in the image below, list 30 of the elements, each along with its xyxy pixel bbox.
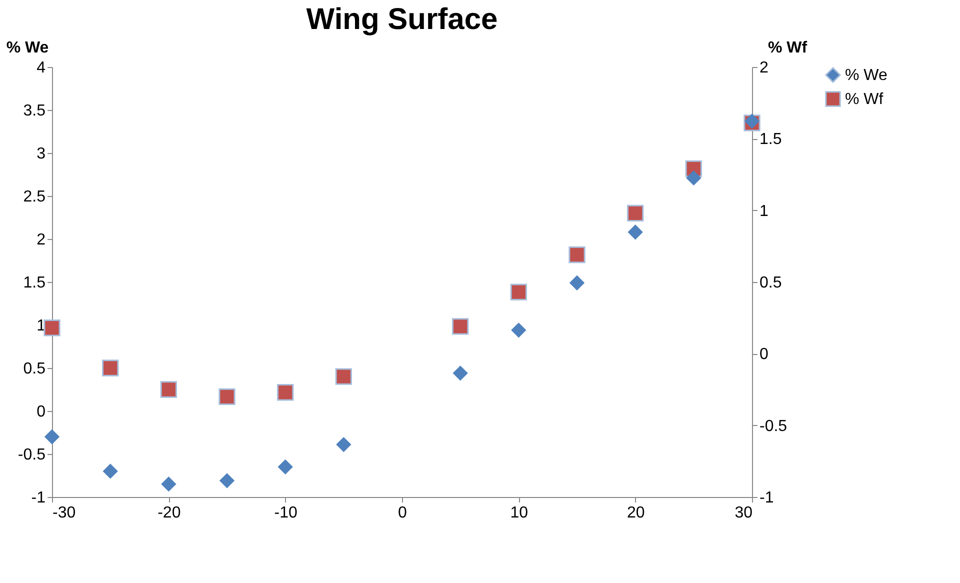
y-tick-label: -1	[31, 490, 46, 506]
y-tick-label: 3.5	[23, 102, 46, 120]
y2-tick-label: 1	[760, 202, 768, 220]
y-tick-label: 0.5	[23, 360, 46, 378]
y2-tick-label: -0.5	[760, 418, 788, 435]
x-tick-label: 30	[734, 504, 753, 522]
y2-tick-label: -1	[760, 490, 774, 506]
y2-tick-label: 2	[760, 60, 768, 76]
x-tick-label: 10	[510, 504, 528, 522]
legend-label: % Wf	[845, 91, 884, 108]
x-tick-label: 20	[626, 504, 645, 522]
y-tick-label: 0	[36, 404, 46, 420]
y-tick-label: 2	[36, 232, 46, 248]
y-tick-label: 1	[36, 318, 46, 334]
x-tick-label: 0	[398, 504, 408, 522]
y-axis-title: % We	[6, 40, 49, 56]
y-tick-label: 3	[36, 146, 46, 162]
x-tick-label: -30	[52, 504, 76, 522]
legend-label: % We	[845, 67, 888, 84]
chart-title: Wing Surface	[306, 3, 498, 36]
y-tick-label: 1.5	[23, 274, 46, 292]
y2-axis-title: % Wf	[768, 40, 808, 56]
y-tick-label: 2.5	[23, 188, 46, 206]
x-tick-label: -20	[158, 504, 181, 522]
y2-tick-label: 1.5	[760, 131, 782, 148]
y2-tick-label: 0.5	[760, 274, 782, 292]
y-tick-label: 4	[36, 60, 46, 76]
y2-tick-label: 0	[760, 346, 768, 364]
y-tick-label: -0.5	[18, 446, 46, 464]
x-tick-label: -10	[274, 504, 298, 522]
